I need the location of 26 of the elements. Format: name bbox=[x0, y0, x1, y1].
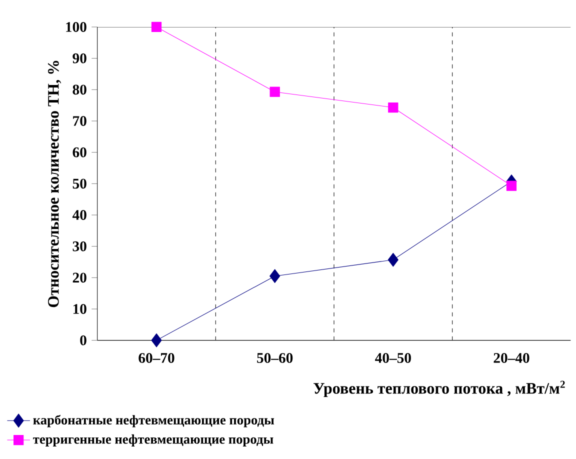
legend-label: терригенные нефтевмещающие породы bbox=[33, 434, 274, 446]
x-tick-label: 40–50 bbox=[375, 353, 411, 363]
y-tick-label: 90 bbox=[72, 53, 86, 64]
point bbox=[388, 252, 398, 267]
y-tick-label: 40 bbox=[72, 210, 86, 220]
y-tick-label: 70 bbox=[73, 116, 86, 126]
y-tick-label: 50 bbox=[72, 178, 86, 189]
x-tick-label: 20–40 bbox=[494, 353, 530, 363]
y-tick-label: 20 bbox=[72, 272, 86, 283]
point bbox=[270, 269, 280, 284]
y-tick-label: 60 bbox=[72, 147, 86, 158]
x-axis-title: Уровень теплового потока , мВт/м$^{2}$ bbox=[314, 380, 565, 398]
point bbox=[151, 22, 162, 32]
y-tick-label: 30 bbox=[72, 241, 86, 252]
point bbox=[270, 86, 280, 97]
point bbox=[506, 180, 517, 191]
y-tick-label: 100 bbox=[66, 22, 86, 32]
y-tick-label: 0 bbox=[80, 335, 86, 346]
y-tick-label: 80 bbox=[72, 84, 86, 95]
x-tick-label: 60–70 bbox=[138, 353, 174, 363]
point bbox=[388, 102, 398, 113]
legend-label: карбонатные нефтевмещающие породы bbox=[33, 414, 274, 428]
y-axis-title: Относительное количество ТН, % bbox=[48, 60, 62, 308]
y-tick-label: 10 bbox=[73, 304, 86, 314]
x-tick-label: 50–60 bbox=[257, 353, 293, 363]
point bbox=[151, 333, 162, 348]
